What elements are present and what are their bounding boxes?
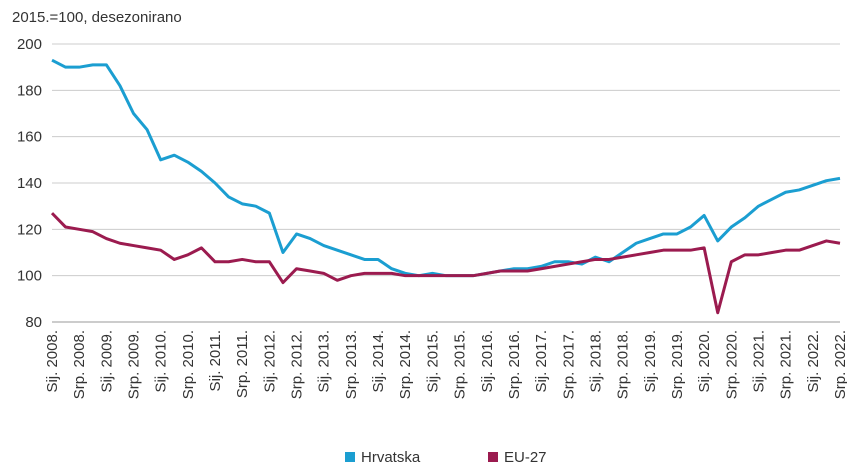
x-tick-label: Sij. 2022. bbox=[805, 330, 822, 393]
y-tick-label: 200 bbox=[17, 36, 42, 53]
line-series bbox=[50, 212, 841, 315]
x-tick-label: Srp. 2008. bbox=[71, 330, 88, 399]
y-tick-label: 80 bbox=[25, 314, 42, 331]
x-tick-label: Sij. 2011. bbox=[207, 330, 224, 391]
x-tick-label: Sij. 2015. bbox=[424, 330, 441, 393]
x-tick-label: Sij. 2020. bbox=[696, 330, 713, 393]
x-tick-label: Srp. 2010. bbox=[180, 330, 197, 399]
legend-label: EU-27 bbox=[504, 449, 547, 466]
chart-subtitle: 2015.=100, desezonirano bbox=[12, 9, 182, 26]
x-tick-label: Sij. 2021. bbox=[750, 330, 767, 393]
line-series bbox=[51, 58, 841, 278]
x-tick-label: Srp. 2011. bbox=[234, 330, 251, 398]
y-tick-label: 140 bbox=[17, 175, 42, 192]
x-tick-label: Sij. 2018. bbox=[587, 330, 604, 393]
x-tick-label: Sij. 2016. bbox=[479, 330, 496, 393]
x-tick-label: Sij. 2012. bbox=[261, 330, 278, 393]
x-tick-label: Srp. 2009. bbox=[126, 330, 143, 399]
x-tick-label: Srp. 2015. bbox=[452, 330, 469, 399]
x-tick-label: Sij. 2010. bbox=[153, 330, 170, 393]
y-tick-label: 100 bbox=[17, 268, 42, 285]
y-tick-label: 180 bbox=[17, 82, 42, 99]
x-tick-label: Sij. 2019. bbox=[642, 330, 659, 393]
x-tick-label: Srp. 2016. bbox=[506, 330, 523, 399]
x-tick-label: Srp. 2018. bbox=[615, 330, 632, 399]
x-tick-label: Srp. 2021. bbox=[778, 330, 795, 399]
x-tick-label: Srp. 2014. bbox=[397, 330, 414, 399]
x-tick-label: Sij. 2008. bbox=[44, 330, 61, 393]
y-tick-label: 120 bbox=[17, 221, 42, 238]
x-tick-label: Srp. 2017. bbox=[560, 330, 577, 399]
x-tick-label: Srp. 2012. bbox=[289, 330, 306, 399]
x-tick-label: Srp. 2022. bbox=[832, 330, 847, 399]
legend-label: Hrvatska bbox=[361, 449, 421, 466]
x-tick-label: Srp. 2013. bbox=[343, 330, 360, 399]
x-tick-label: Srp. 2019. bbox=[669, 330, 686, 399]
x-tick-label: Sij. 2014. bbox=[370, 330, 387, 393]
legend-swatch bbox=[488, 452, 498, 462]
y-tick-label: 160 bbox=[17, 129, 42, 146]
x-tick-label: Sij. 2013. bbox=[316, 330, 333, 393]
x-tick-label: Srp. 2020. bbox=[723, 330, 740, 399]
x-tick-label: Sij. 2017. bbox=[533, 330, 550, 393]
legend-swatch bbox=[345, 452, 355, 462]
x-tick-label: Sij. 2009. bbox=[98, 330, 115, 393]
